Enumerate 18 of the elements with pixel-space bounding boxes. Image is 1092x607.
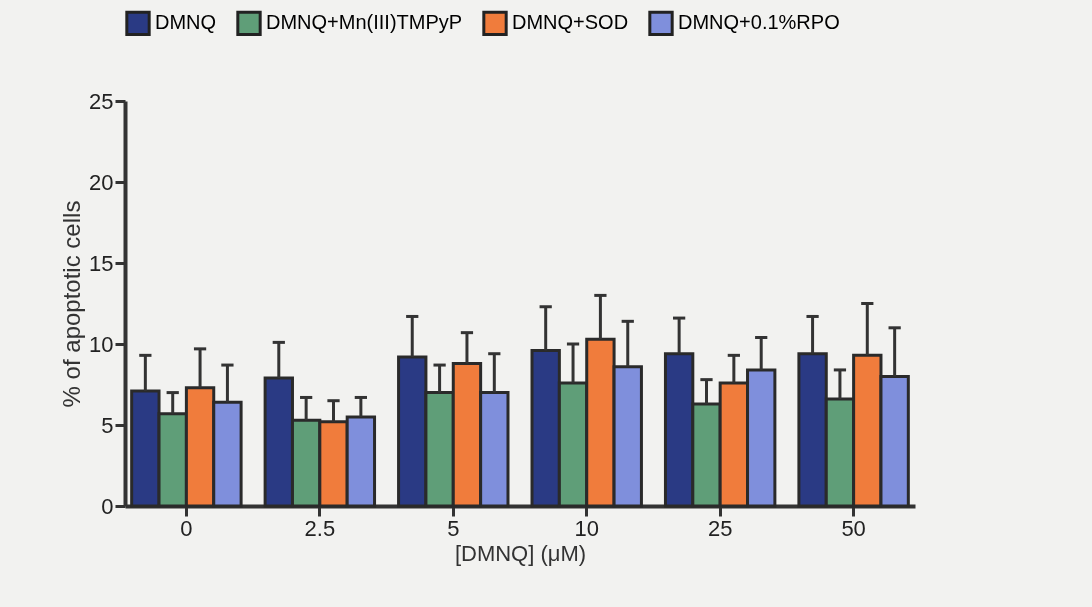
y-axis-title: % of apoptotic cells [58,200,86,408]
y-tick-label: 25 [89,88,114,114]
x-tick-label: 25 [707,515,733,541]
x-tick-label: 10 [574,515,599,541]
legend-label: DMNQ+0.1%RPO [678,11,840,34]
legend-label: DMNQ+Mn(III)TMPyP [266,11,463,34]
x-tick-label: 2.5 [304,515,336,541]
y-tick-label: 5 [101,412,114,438]
x-tick-label: 5 [447,515,460,541]
y-tick-label: 0 [101,493,114,519]
x-tick-label: 50 [841,515,866,541]
y-tick-label: 10 [89,331,114,357]
legend-label: DMNQ [155,11,217,34]
x-tick-label: 0 [180,515,193,541]
legend-label: DMNQ+SOD [512,11,629,34]
x-axis-title: [DMNQ] (μM) [454,540,587,566]
y-tick-label: 15 [89,250,114,276]
y-tick-label: 20 [89,169,114,195]
